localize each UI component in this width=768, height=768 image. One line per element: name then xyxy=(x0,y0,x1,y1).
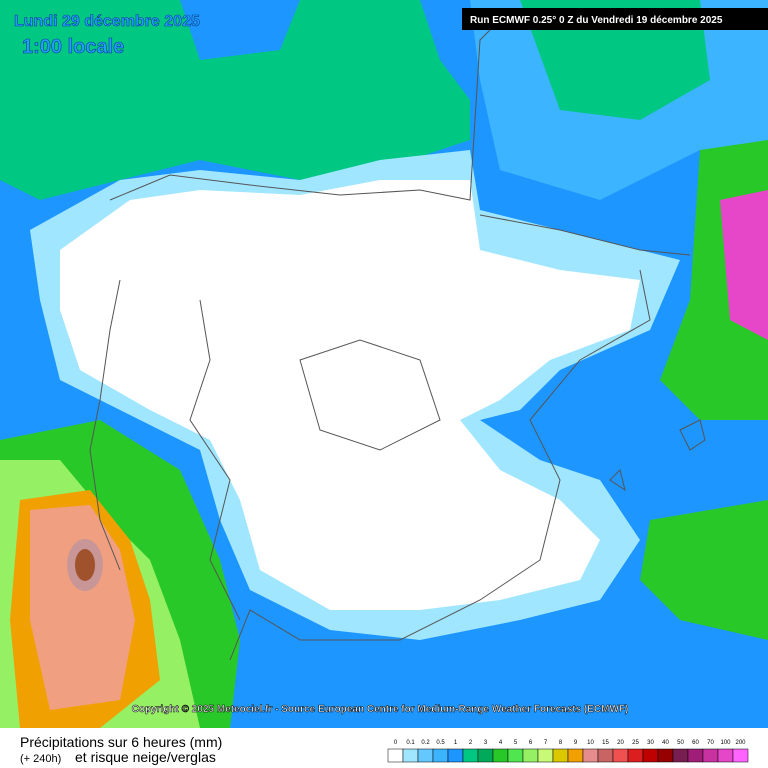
legend-label: 9 xyxy=(574,740,578,746)
footer-title: Précipitations sur 6 heures (mm) xyxy=(20,734,222,750)
legend-swatch xyxy=(462,748,479,763)
legend-label: 0.2 xyxy=(421,740,430,746)
legend-swatch xyxy=(717,748,734,763)
legend-swatch xyxy=(657,748,674,763)
legend-swatch xyxy=(567,748,584,763)
legend-label: 3 xyxy=(484,740,488,746)
legend-label: 70 xyxy=(707,740,714,746)
legend-swatch xyxy=(552,748,569,763)
legend-swatch xyxy=(402,748,419,763)
footer-subtitle: et risque neige/verglas xyxy=(75,749,216,765)
legend-label: 100 xyxy=(720,740,731,746)
legend-swatch xyxy=(417,748,434,763)
legend-swatch xyxy=(687,748,704,763)
legend-swatch xyxy=(732,748,749,763)
legend-label: 25 xyxy=(632,740,639,746)
legend-label: 60 xyxy=(692,740,699,746)
legend-swatch xyxy=(447,748,464,763)
precip-heavy xyxy=(720,190,768,340)
legend-swatch xyxy=(672,748,689,763)
forecast-date: Lundi 29 décembre 2025 xyxy=(14,13,200,30)
legend-label: 10 xyxy=(587,740,594,746)
legend-label: 40 xyxy=(662,740,669,746)
legend-label: 6 xyxy=(529,740,533,746)
precip-green xyxy=(0,0,470,200)
legend-label: 1 xyxy=(454,740,458,746)
run-box xyxy=(462,8,768,30)
legend-label: 5 xyxy=(514,740,518,746)
legend-label: 4 xyxy=(499,740,503,746)
legend-label: 0.1 xyxy=(406,740,415,746)
legend-swatch xyxy=(537,748,554,763)
legend-label: 0.5 xyxy=(436,740,445,746)
legend-swatch xyxy=(492,748,509,763)
run-info: Run ECMWF 0.25° 0 Z du Vendredi 19 décem… xyxy=(470,15,723,26)
legend-label: 200 xyxy=(735,740,746,746)
legend-swatch xyxy=(597,748,614,763)
legend-label: 20 xyxy=(617,740,624,746)
legend-swatch xyxy=(477,748,494,763)
legend-swatch xyxy=(387,748,404,763)
legend-label: 7 xyxy=(544,740,548,746)
borders xyxy=(89,19,706,661)
legend-swatch xyxy=(582,748,599,763)
precip-green xyxy=(640,500,768,640)
copyright: Copyright © 2025 Meteociel.fr - Source E… xyxy=(132,704,629,715)
precip-core xyxy=(75,549,95,581)
forecast-time: 1:00 locale xyxy=(22,36,124,58)
legend-label: 30 xyxy=(647,740,654,746)
legend-swatch xyxy=(702,748,719,763)
footer-lead: (+ 240h) xyxy=(20,753,61,765)
map xyxy=(0,0,768,728)
legend-label: 15 xyxy=(602,740,609,746)
legend-label: 8 xyxy=(559,740,563,746)
legend-swatch xyxy=(612,748,629,763)
legend-swatch xyxy=(642,748,659,763)
legend-label: 50 xyxy=(677,740,684,746)
dry-land xyxy=(60,180,640,610)
legend: 0 0.1 0.2 0.5 1 2 3 4 5 6 7 8 9 10 15 20 25 30 40 50 60 70 100… xyxy=(387,740,749,763)
legend-swatch xyxy=(627,748,644,763)
legend-label: 2 xyxy=(469,740,473,746)
legend-swatch xyxy=(507,748,524,763)
precip-salmon xyxy=(30,505,135,710)
legend-label: 0 xyxy=(394,740,398,746)
legend-swatch xyxy=(432,748,449,763)
legend-swatch xyxy=(522,748,539,763)
